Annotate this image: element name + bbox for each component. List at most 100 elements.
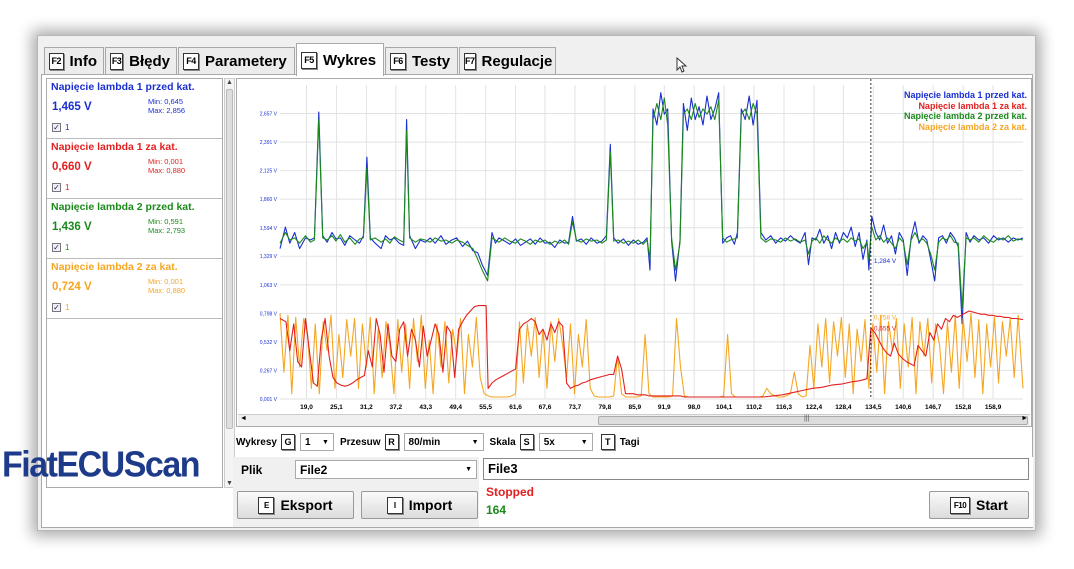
series-line — [279, 305, 1024, 398]
x-tick-label: 49,4 — [449, 404, 462, 411]
x-tick-label: 104,1 — [716, 404, 733, 411]
x-tick-label: 55,5 — [479, 404, 492, 411]
tab-label: Testy — [412, 52, 451, 70]
tagi-toggle[interactable]: Tagi — [619, 436, 640, 448]
g-key-icon: G — [280, 434, 295, 450]
scroll-left-icon[interactable]: ◄ — [240, 415, 247, 422]
mouse-cursor-icon — [676, 57, 688, 73]
chart-area: 0,001 V 0,267 V 0,532 V 0,798 V 1,063 V 1,329… — [236, 78, 1032, 427]
tab-wykres[interactable]: F5 Wykres — [296, 43, 384, 76]
tab-bledy[interactable]: F3 Błędy — [105, 47, 177, 74]
legend-item: Napięcie lambda 1 przed kat. — [903, 90, 1027, 100]
param-checkbox[interactable]: ✓ 1 — [52, 183, 69, 192]
import-label: Import — [408, 497, 453, 513]
plik-value: File2 — [300, 462, 328, 477]
current-file-value: File3 — [488, 461, 518, 476]
checkbox-checked-icon: ✓ — [52, 303, 61, 312]
status-text: Stopped — [486, 485, 534, 499]
recording-panel: File3 Stopped 164 F10 Start — [483, 457, 1033, 527]
chart-horizontal-scrollbar[interactable]: ◄ ||| ► — [238, 414, 1030, 426]
param-value: 1,436 V — [52, 221, 92, 233]
scroll-up-icon[interactable]: ▲ — [226, 79, 233, 86]
chevron-down-icon: ▼ — [465, 466, 472, 473]
param-item-lambda2-przed: Napięcie lambda 2 przed kat. 1,436 V Min… — [47, 199, 222, 259]
x-tick-label: 25,1 — [330, 404, 343, 411]
scrollbar-thumb[interactable]: ||| — [598, 415, 1028, 425]
wykresy-label: Wykresy — [236, 436, 277, 448]
param-name: Napięcie lambda 1 przed kat. — [51, 81, 195, 93]
skala-value: 5x — [543, 436, 555, 448]
param-checkbox[interactable]: ✓ 1 — [52, 303, 69, 312]
param-checkbox[interactable]: ✓ 1 — [52, 123, 69, 132]
import-button[interactable]: I Import — [361, 491, 478, 519]
wykres-panel: Napięcie lambda 1 przed kat. 1,465 V Min… — [41, 74, 1033, 528]
plik-label: Plik — [241, 463, 263, 477]
x-tick-label: 43,3 — [419, 404, 432, 411]
x-tick-label: 31,2 — [360, 404, 373, 411]
x-tick-label: 134,5 — [865, 404, 882, 411]
param-name: Napięcie lambda 2 za kat. — [51, 261, 178, 273]
chevron-down-icon: ▼ — [471, 438, 479, 446]
start-label: Start — [976, 497, 1008, 513]
tab-info[interactable]: F2 Info — [44, 47, 104, 74]
skala-select[interactable]: 5x ▼ — [538, 433, 593, 451]
t-key-icon: T — [600, 434, 615, 450]
scrollbar-thumb[interactable] — [226, 89, 233, 429]
param-minmax: Min: 0,001 Max: 0,880 — [148, 277, 185, 295]
wykresy-select[interactable]: 1 ▼ — [299, 433, 334, 451]
tab-regulacje[interactable]: F7 Regulacje — [459, 47, 556, 74]
scroll-right-icon[interactable]: ► — [1021, 415, 1028, 422]
x-tick-label: 67,6 — [539, 404, 552, 411]
param-name: Napięcie lambda 1 za kat. — [51, 141, 178, 153]
x-tick-label: 85,9 — [628, 404, 641, 411]
tab-parametery[interactable]: F4 Parametery — [178, 47, 295, 74]
x-tick-label: 91,9 — [658, 404, 671, 411]
checkbox-label: 1 — [65, 303, 70, 312]
checkbox-checked-icon: ✓ — [52, 183, 61, 192]
scroll-down-icon[interactable]: ▼ — [226, 480, 233, 487]
series-line — [279, 97, 1024, 309]
y-tick-label: 1,329 V — [260, 254, 278, 260]
y-tick-label: 2,657 V — [260, 111, 278, 117]
app-window: F2 Info F3 Błędy F4 Parametery F5 Wykres F6 T… — [37, 35, 1036, 531]
chevron-down-icon: ▼ — [580, 438, 588, 446]
f5-key-icon: F5 — [301, 51, 317, 69]
y-tick-label: 0,532 V — [260, 340, 278, 346]
tab-testy[interactable]: F6 Testy — [385, 47, 458, 74]
param-name: Napięcie lambda 2 przed kat. — [51, 201, 195, 213]
checkbox-label: 1 — [65, 243, 70, 252]
param-checkbox[interactable]: ✓ 1 — [52, 243, 69, 252]
y-tick-label: 1,594 V — [260, 226, 278, 232]
f3-key-icon: F3 — [110, 52, 124, 70]
x-tick-label: 122,4 — [806, 404, 823, 411]
eksport-label: Eksport — [280, 497, 333, 513]
chevron-down-icon: ▼ — [322, 438, 329, 446]
param-value: 1,465 V — [52, 101, 92, 113]
x-tick-label: 116,3 — [776, 404, 792, 411]
param-min: Min: 0,645 — [148, 97, 184, 106]
param-minmax: Min: 0,591 Max: 2,793 — [148, 217, 185, 235]
tab-label: Błędy — [129, 52, 170, 70]
start-button[interactable]: F10 Start — [929, 491, 1029, 519]
checkbox-checked-icon: ✓ — [52, 123, 61, 132]
przesuw-label: Przesuw — [339, 436, 381, 448]
cursor-value-label: 0,655 V — [874, 326, 897, 333]
i-key-icon: I — [386, 496, 403, 514]
param-max: Max: 2,856 — [148, 106, 186, 115]
tab-label: Regulacje — [481, 52, 553, 70]
przesuw-select[interactable]: 80/min ▼ — [403, 433, 484, 451]
sidebar-scrollbar[interactable]: ▲ ▼ — [224, 78, 235, 488]
y-tick-label: 2,391 V — [260, 140, 278, 146]
y-tick-label: 2,125 V — [260, 169, 278, 175]
current-file-field[interactable]: File3 — [483, 458, 1029, 480]
param-max: Max: 2,793 — [148, 226, 186, 235]
tab-label: Parametery — [205, 52, 287, 70]
param-item-lambda2-za: Napięcie lambda 2 za kat. 0,724 V Min: 0… — [47, 259, 222, 319]
plik-select[interactable]: File2 ▼ — [295, 460, 477, 479]
eksport-button[interactable]: E Eksport — [237, 491, 354, 519]
line-chart: 0,001 V 0,267 V 0,532 V 0,798 V 1,063 V 1,329… — [260, 79, 1024, 411]
param-min: Min: 0,001 — [148, 277, 184, 286]
y-tick-label: 0,001 V — [260, 397, 278, 403]
checkbox-label: 1 — [65, 183, 70, 192]
grip-icon: ||| — [804, 415, 810, 422]
